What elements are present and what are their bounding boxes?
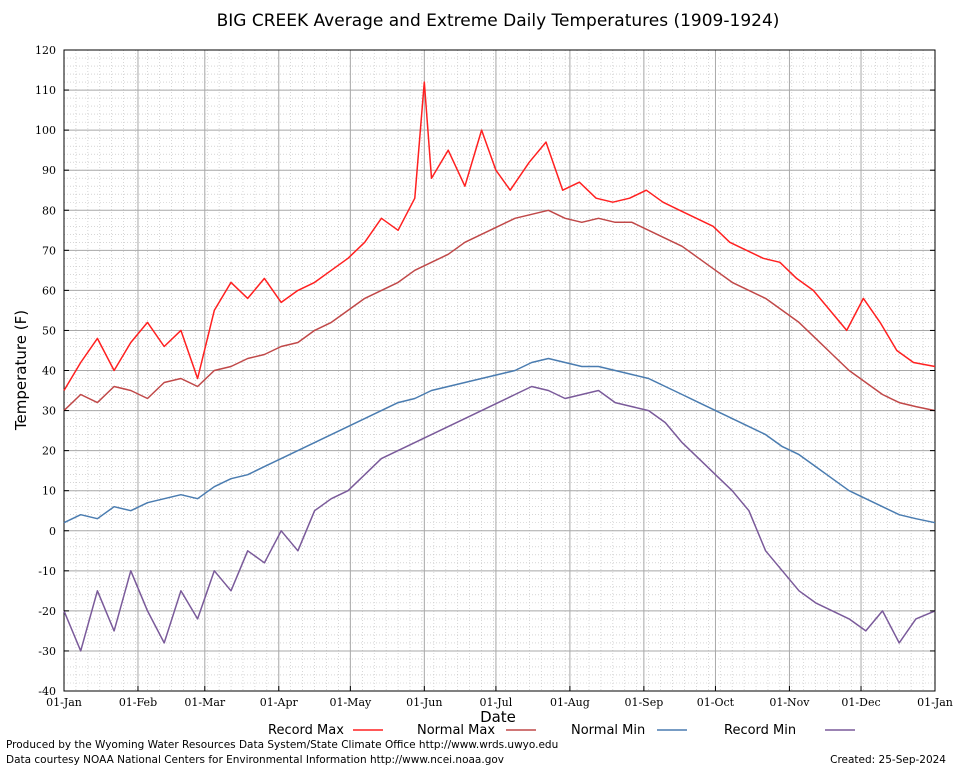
x-tick-label: 01-Jan: [917, 696, 953, 709]
x-axis-label: Date: [480, 708, 516, 726]
y-tick-label: -40: [38, 685, 56, 698]
series-line-record-min: [63, 385, 936, 652]
x-tick-label: 01-Dec: [841, 696, 880, 709]
x-tick-label: 01-Sep: [624, 696, 663, 709]
minor-grid: [63, 49, 936, 692]
series-line-normal-max: [63, 209, 936, 412]
legend-label-normal-max: Normal Max: [417, 723, 495, 738]
x-tick-label: 01-Nov: [769, 696, 810, 709]
y-axis-ticks: -40 -30 -20 -10 0 10 20 30 40 50 60 70 80 90 100 110 120: [35, 44, 935, 698]
x-tick-label: 01-Feb: [119, 696, 157, 709]
y-tick-label: 110: [35, 84, 56, 97]
legend-label-normal-min: Normal Min: [571, 723, 645, 738]
y-tick-label: 70: [42, 244, 56, 257]
y-tick-label: 90: [42, 164, 56, 177]
y-tick-label: -10: [38, 565, 56, 578]
y-tick-label: 0: [49, 525, 56, 538]
y-tick-label: 30: [42, 405, 56, 418]
y-tick-label: 120: [35, 44, 56, 57]
y-tick-label: 100: [35, 124, 56, 137]
x-tick-label: 01-May: [329, 696, 372, 709]
chart-title: BIG CREEK Average and Extreme Daily Temp…: [217, 11, 780, 31]
legend-label-record-max: Record Max: [268, 723, 344, 738]
series-line-record-max: [63, 81, 936, 391]
legend: Record Max Normal Max Normal Min Record Min: [268, 723, 855, 738]
footer-credit: Produced by the Wyoming Water Resources …: [6, 739, 558, 751]
y-tick-label: 50: [42, 324, 56, 337]
footer-source: Data courtesy NOAA National Centers for …: [6, 754, 504, 766]
x-tick-label: 01-Jan: [46, 696, 82, 709]
y-tick-label: 40: [42, 365, 56, 378]
y-tick-label: -30: [38, 645, 56, 658]
legend-label-record-min: Record Min: [724, 723, 796, 738]
series-layer: [63, 81, 936, 652]
y-axis-label: Temperature (F): [12, 310, 30, 431]
series-line-normal-min: [63, 357, 936, 524]
y-tick-label: 60: [42, 284, 56, 297]
created-date: Created: 25-Sep-2024: [830, 754, 946, 766]
x-axis-ticks: 01-Jan 01-Feb 01-Mar 01-Apr 01-May 01-Jun 01-J…: [46, 686, 953, 709]
x-tick-label: 01-Jun: [406, 696, 442, 709]
x-tick-label: 01-Oct: [697, 696, 735, 709]
x-tick-label: 01-Jul: [480, 696, 513, 709]
x-tick-label: 01-Mar: [184, 696, 226, 709]
y-tick-label: 20: [42, 445, 56, 458]
x-tick-label: 01-Aug: [550, 696, 590, 709]
y-tick-label: -20: [38, 605, 56, 618]
y-tick-label: 80: [42, 204, 56, 217]
x-tick-label: 01-Apr: [260, 696, 299, 709]
y-tick-label: 10: [42, 485, 56, 498]
